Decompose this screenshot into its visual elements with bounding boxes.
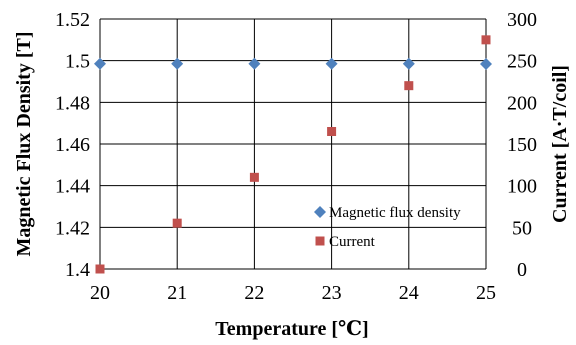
x-tick-label: 25	[476, 282, 496, 304]
right-tick-label: 0	[517, 259, 527, 281]
flux-density-point	[402, 57, 415, 70]
left-axis-title: Magnetic Flux Density [T]	[13, 32, 35, 257]
current-point	[172, 218, 182, 228]
left-tick-label: 1.52	[55, 9, 90, 31]
right-axis-title: Current [A·T/coil]	[549, 65, 571, 223]
left-tick-label: 1.4	[65, 259, 90, 281]
legend: Magnetic flux density Current	[314, 205, 461, 250]
current-point	[404, 81, 414, 91]
flux-density-point	[480, 58, 492, 70]
flux-density-point	[248, 57, 261, 70]
left-tick-label: 1.5	[65, 51, 90, 73]
right-tick-label: 100	[507, 176, 537, 198]
flux-density-point	[171, 57, 184, 70]
data-points	[94, 35, 492, 274]
current-point	[249, 172, 259, 182]
legend-label: Current	[329, 234, 376, 250]
current-point	[327, 127, 337, 136]
left-axis-ticks: 1.4 1.42 1.44 1.46 1.48 1.5 1.52	[55, 9, 90, 281]
right-axis-ticks: 0 50 100 150 200 250 300	[507, 9, 537, 281]
right-tick-label: 200	[507, 92, 537, 114]
legend-flux-marker	[314, 206, 326, 218]
current-point	[95, 264, 105, 274]
x-axis-title: Temperature [℃]	[215, 318, 368, 340]
flux-density-point	[325, 57, 338, 70]
x-tick-label: 23	[322, 282, 342, 304]
x-tick-label: 24	[399, 282, 419, 304]
right-tick-label: 150	[507, 134, 537, 156]
x-tick-label: 22	[244, 282, 264, 304]
x-tick-label: 20	[90, 282, 110, 304]
legend-current-marker	[315, 236, 325, 246]
right-tick-label: 250	[507, 51, 537, 73]
left-tick-label: 1.44	[55, 176, 90, 198]
left-tick-label: 1.42	[55, 217, 90, 239]
right-tick-label: 300	[507, 9, 537, 31]
left-tick-label: 1.46	[55, 134, 90, 156]
right-tick-label: 50	[512, 217, 532, 239]
left-tick-label: 1.48	[55, 92, 90, 114]
grid-lines	[99, 18, 487, 270]
x-axis-ticks: 20 21 22 23 24 25	[90, 282, 496, 304]
current-point	[481, 35, 491, 45]
flux-density-point	[94, 57, 106, 70]
legend-label: Magnetic flux density	[329, 205, 461, 221]
x-tick-label: 21	[167, 282, 187, 304]
